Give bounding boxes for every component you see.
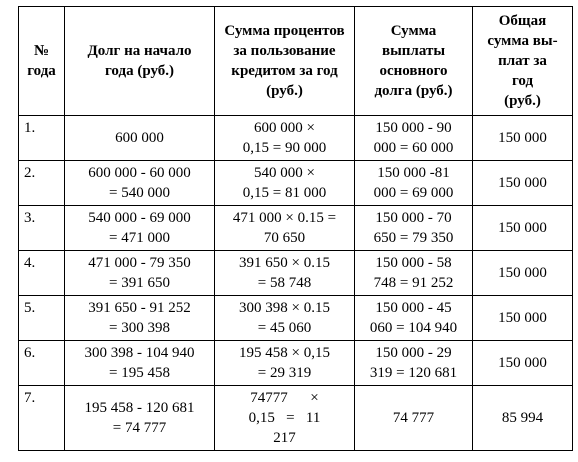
debt-cell: 600 000 bbox=[64, 115, 215, 161]
table-row: 5. 391 650 - 91 252 = 300 398 300 398 × … bbox=[18, 295, 573, 341]
year-number: 4. bbox=[18, 250, 65, 296]
total-cell: 150 000 bbox=[472, 205, 573, 251]
year-number: 6. bbox=[18, 340, 65, 386]
debt-cell: 195 458 - 120 681 = 74 777 bbox=[64, 385, 215, 451]
interest-cell: 195 458 × 0,15 = 29 319 bbox=[214, 340, 355, 386]
year-number: 5. bbox=[18, 295, 65, 341]
interest-line: 217 bbox=[273, 430, 296, 446]
table-row: 1. 600 000 600 000 × 0,15 = 90 000 150 0… bbox=[18, 115, 573, 161]
header-total: Общая сумма вы- плат за год (руб.) bbox=[472, 6, 573, 116]
interest-cell: 600 000 × 0,15 = 90 000 bbox=[214, 115, 355, 161]
principal-cell: 150 000 - 29 319 = 120 681 bbox=[354, 340, 473, 386]
total-cell: 150 000 bbox=[472, 115, 573, 161]
interest-cell: 391 650 × 0.15 = 58 748 bbox=[214, 250, 355, 296]
table-row: 3. 540 000 - 69 000 = 471 000 471 000 × … bbox=[18, 205, 573, 251]
header-debt: Долг на начало года (руб.) bbox=[64, 6, 215, 116]
header-row: № года Долг на начало года (руб.) Сумма … bbox=[18, 6, 573, 116]
year-number: 7. bbox=[18, 385, 65, 451]
principal-cell: 150 000 -81 000 = 69 000 bbox=[354, 160, 473, 206]
header-interest: Сумма процентов за пользование кредитом … bbox=[214, 6, 355, 116]
header-principal: Сумма выплаты основного долга (руб.) bbox=[354, 6, 473, 116]
principal-cell: 150 000 - 45 060 = 104 940 bbox=[354, 295, 473, 341]
interest-cell: 471 000 × 0.15 = 70 650 bbox=[214, 205, 355, 251]
table-row: 2. 600 000 - 60 000 = 540 000 540 000 × … bbox=[18, 160, 573, 206]
interest-cell: 300 398 × 0.15 = 45 060 bbox=[214, 295, 355, 341]
total-cell: 150 000 bbox=[472, 160, 573, 206]
year-number: 2. bbox=[18, 160, 65, 206]
principal-cell: 150 000 - 90 000 = 60 000 bbox=[354, 115, 473, 161]
debt-cell: 540 000 - 69 000 = 471 000 bbox=[64, 205, 215, 251]
year-number: 1. bbox=[18, 115, 65, 161]
debt-cell: 471 000 - 79 350 = 391 650 bbox=[64, 250, 215, 296]
debt-cell: 300 398 - 104 940 = 195 458 bbox=[64, 340, 215, 386]
total-cell: 85 994 bbox=[472, 385, 573, 451]
principal-cell: 74 777 bbox=[354, 385, 473, 451]
table-row: 6. 300 398 - 104 940 = 195 458 195 458 ×… bbox=[18, 340, 573, 386]
total-cell: 150 000 bbox=[472, 295, 573, 341]
debt-cell: 600 000 - 60 000 = 540 000 bbox=[64, 160, 215, 206]
total-cell: 150 000 bbox=[472, 340, 573, 386]
interest-cell: 540 000 × 0,15 = 81 000 bbox=[214, 160, 355, 206]
table-row: 4. 471 000 - 79 350 = 391 650 391 650 × … bbox=[18, 250, 573, 296]
debt-cell: 391 650 - 91 252 = 300 398 bbox=[64, 295, 215, 341]
total-cell: 150 000 bbox=[472, 250, 573, 296]
table-row-final: 7. 195 458 - 120 681 = 74 777 74777 × 0,… bbox=[18, 385, 573, 451]
loan-repayment-table: № года Долг на начало года (руб.) Сумма … bbox=[18, 6, 573, 451]
interest-line: 74777 × bbox=[250, 390, 319, 406]
interest-cell: 74777 × 0,15 = 11 217 bbox=[214, 385, 355, 451]
principal-cell: 150 000 - 58 748 = 91 252 bbox=[354, 250, 473, 296]
year-number: 3. bbox=[18, 205, 65, 251]
header-year: № года bbox=[18, 6, 65, 116]
principal-cell: 150 000 - 70 650 = 79 350 bbox=[354, 205, 473, 251]
interest-line: 0,15 = 11 bbox=[248, 410, 321, 426]
